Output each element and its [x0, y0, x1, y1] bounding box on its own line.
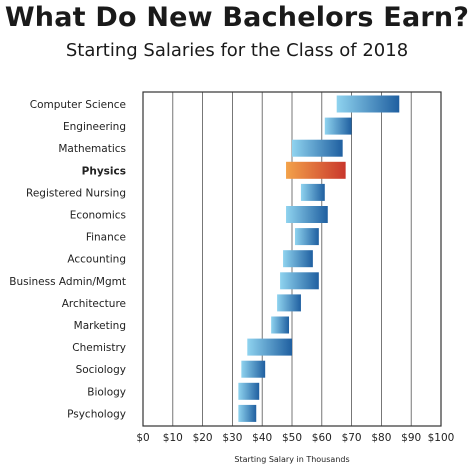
bar-finance — [294, 228, 319, 246]
category-label: Chemistry — [72, 342, 126, 354]
bar-mathematics — [292, 139, 343, 157]
bar-architecture — [277, 294, 301, 312]
category-label: Business Admin/Mgmt — [9, 276, 126, 288]
bar-series — [238, 95, 400, 422]
x-tick-label: $90 — [401, 432, 421, 444]
x-tick-label: $20 — [193, 432, 213, 444]
x-tick-label: $80 — [371, 432, 391, 444]
category-label: Sociology — [76, 364, 126, 376]
x-tick-label: $100 — [428, 432, 455, 444]
x-tick-label: $60 — [312, 432, 332, 444]
chart-subtitle: Starting Salaries for the Class of 2018 — [65, 40, 409, 61]
category-label: Finance — [86, 232, 126, 244]
x-tick-label: $10 — [163, 432, 183, 444]
category-label: Physics — [82, 165, 126, 177]
bar-accounting — [283, 250, 313, 268]
x-tick-label: $40 — [252, 432, 272, 444]
x-tick-labels: $0 $10 $20 $30 $40 $50 $60 $70 $80 $90 $100 — [136, 432, 454, 444]
x-tick-label: $0 — [136, 432, 149, 444]
bar-physics — [286, 161, 346, 179]
bar-marketing — [271, 316, 290, 334]
category-label: Psychology — [67, 408, 126, 420]
x-tick-label: $30 — [222, 432, 242, 444]
category-label: Marketing — [74, 320, 126, 332]
category-label: Mathematics — [58, 143, 126, 155]
category-label: Economics — [70, 210, 126, 222]
bar-engineering — [324, 117, 352, 135]
bar-sociology — [241, 360, 266, 378]
bar-chemistry — [247, 338, 292, 356]
bar-computer-science — [336, 95, 400, 113]
bar-business-admin-mgmt — [280, 272, 319, 290]
category-labels: Computer Science Engineering Mathematics Ph… — [9, 99, 126, 420]
category-label: Accounting — [67, 254, 126, 266]
category-label: Registered Nursing — [26, 187, 126, 199]
x-tick-label: $70 — [342, 432, 362, 444]
bar-registered-nursing — [300, 183, 325, 201]
plot-frame — [142, 91, 442, 427]
bar-economics — [286, 206, 328, 223]
bar-psychology — [238, 404, 257, 422]
chart-title: What Do New Bachelors Earn? — [4, 2, 470, 33]
category-label: Engineering — [63, 121, 126, 133]
category-label: Computer Science — [30, 99, 126, 111]
x-tick-label: $50 — [282, 432, 302, 444]
bar-biology — [238, 382, 260, 400]
category-label: Architecture — [62, 298, 126, 310]
x-axis-title: Starting Salary in Thousands — [234, 455, 349, 464]
category-label: Biology — [87, 386, 126, 398]
